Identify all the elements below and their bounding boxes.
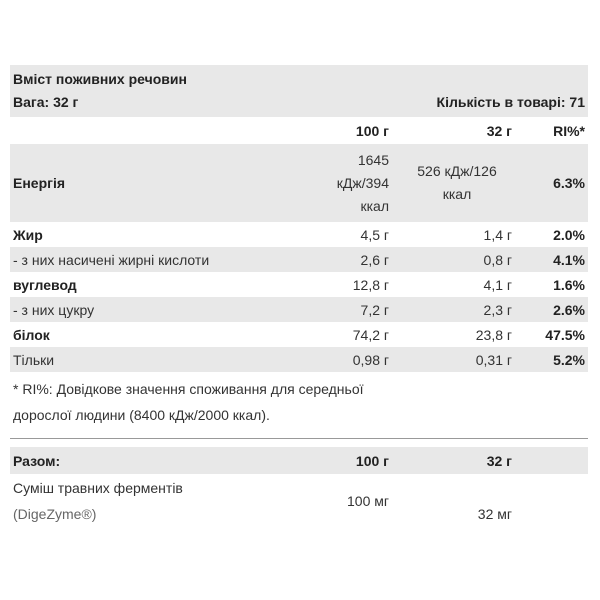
label: білок <box>13 326 50 343</box>
col-header: RI%* <box>553 122 585 139</box>
value: 23,8 г <box>475 326 512 343</box>
column-header: 100 г 32 г RI%* <box>10 117 588 144</box>
col-header: 32 г <box>486 122 512 139</box>
value: 4,1 г <box>483 276 512 293</box>
ingredient-note: (DigeZyme®) <box>13 506 97 522</box>
row: Жир 4,5 г 1,4 г 2.0% <box>10 222 588 247</box>
title: Вміст поживних речовин <box>13 71 187 87</box>
ri: 5.2% <box>515 347 588 372</box>
value: 0,8 г <box>392 247 515 272</box>
weight: Вага: 32 г <box>13 94 79 110</box>
summary-title: Разом: <box>10 447 310 474</box>
row: Тільки 0,98 г 0,31 г 5.2% <box>10 347 588 372</box>
ri: 1.6% <box>553 276 585 293</box>
label: Енергія <box>10 144 310 222</box>
summary-row: Суміш травних ферментів (DigeZyme®) 100 … <box>10 474 588 528</box>
col-header: 100 г <box>310 447 392 474</box>
nutrition-table: 100 г 32 г RI%* Енергія 1645 кДж/394 кка… <box>10 117 588 372</box>
label: - з них цукру <box>10 297 310 322</box>
value: 7,2 г <box>310 297 392 322</box>
separator <box>10 438 588 439</box>
row: Енергія 1645 кДж/394 ккал 526 кДж/126 кк… <box>10 144 588 222</box>
ingredient-name: Суміш травних ферментів <box>13 480 183 496</box>
value: 2,6 г <box>310 247 392 272</box>
value: 0,98 г <box>310 347 392 372</box>
value: 2,3 г <box>392 297 515 322</box>
ri: 6.3% <box>515 144 588 222</box>
col-header: 100 г <box>355 122 389 139</box>
value: 1645 кДж/394 ккал <box>310 144 392 222</box>
value: 4,5 г <box>360 226 389 243</box>
row: білок 74,2 г 23,8 г 47.5% <box>10 322 588 347</box>
label: Тільки <box>10 347 310 372</box>
header: Вміст поживних речовин Вага: 32 г Кількі… <box>10 65 588 117</box>
col-header: 32 г <box>392 447 515 474</box>
nutrition-panel: Вміст поживних речовин Вага: 32 г Кількі… <box>10 65 588 528</box>
header-row: Вага: 32 г Кількість в товарі: 71 <box>13 91 585 113</box>
ri: 4.1% <box>515 247 588 272</box>
value: 1,4 г <box>483 226 512 243</box>
label: - з них насичені жирні кислоти <box>10 247 310 272</box>
footnote: * RI%: Довідкове значення споживання для… <box>13 381 364 423</box>
summary-label: Суміш травних ферментів (DigeZyme®) <box>10 474 310 528</box>
row: - з них цукру 7,2 г 2,3 г 2.6% <box>10 297 588 322</box>
row: вуглевод 12,8 г 4,1 г 1.6% <box>10 272 588 297</box>
row: - з них насичені жирні кислоти 2,6 г 0,8… <box>10 247 588 272</box>
value: 12,8 г <box>352 276 389 293</box>
value: 32 мг <box>477 506 512 522</box>
label: Жир <box>13 226 43 243</box>
summary-header: Разом: 100 г 32 г <box>10 447 588 474</box>
count: Кількість в товарі: 71 <box>436 94 585 110</box>
label: вуглевод <box>13 276 77 293</box>
ri: 47.5% <box>545 326 585 343</box>
value: 0,31 г <box>392 347 515 372</box>
value: 74,2 г <box>352 326 389 343</box>
summary-table: Разом: 100 г 32 г Суміш травних ферменті… <box>10 447 588 528</box>
ri: 2.0% <box>553 226 585 243</box>
ri: 2.6% <box>515 297 588 322</box>
value: 100 мг <box>347 493 389 509</box>
value: 526 кДж/126 ккал <box>392 144 515 222</box>
